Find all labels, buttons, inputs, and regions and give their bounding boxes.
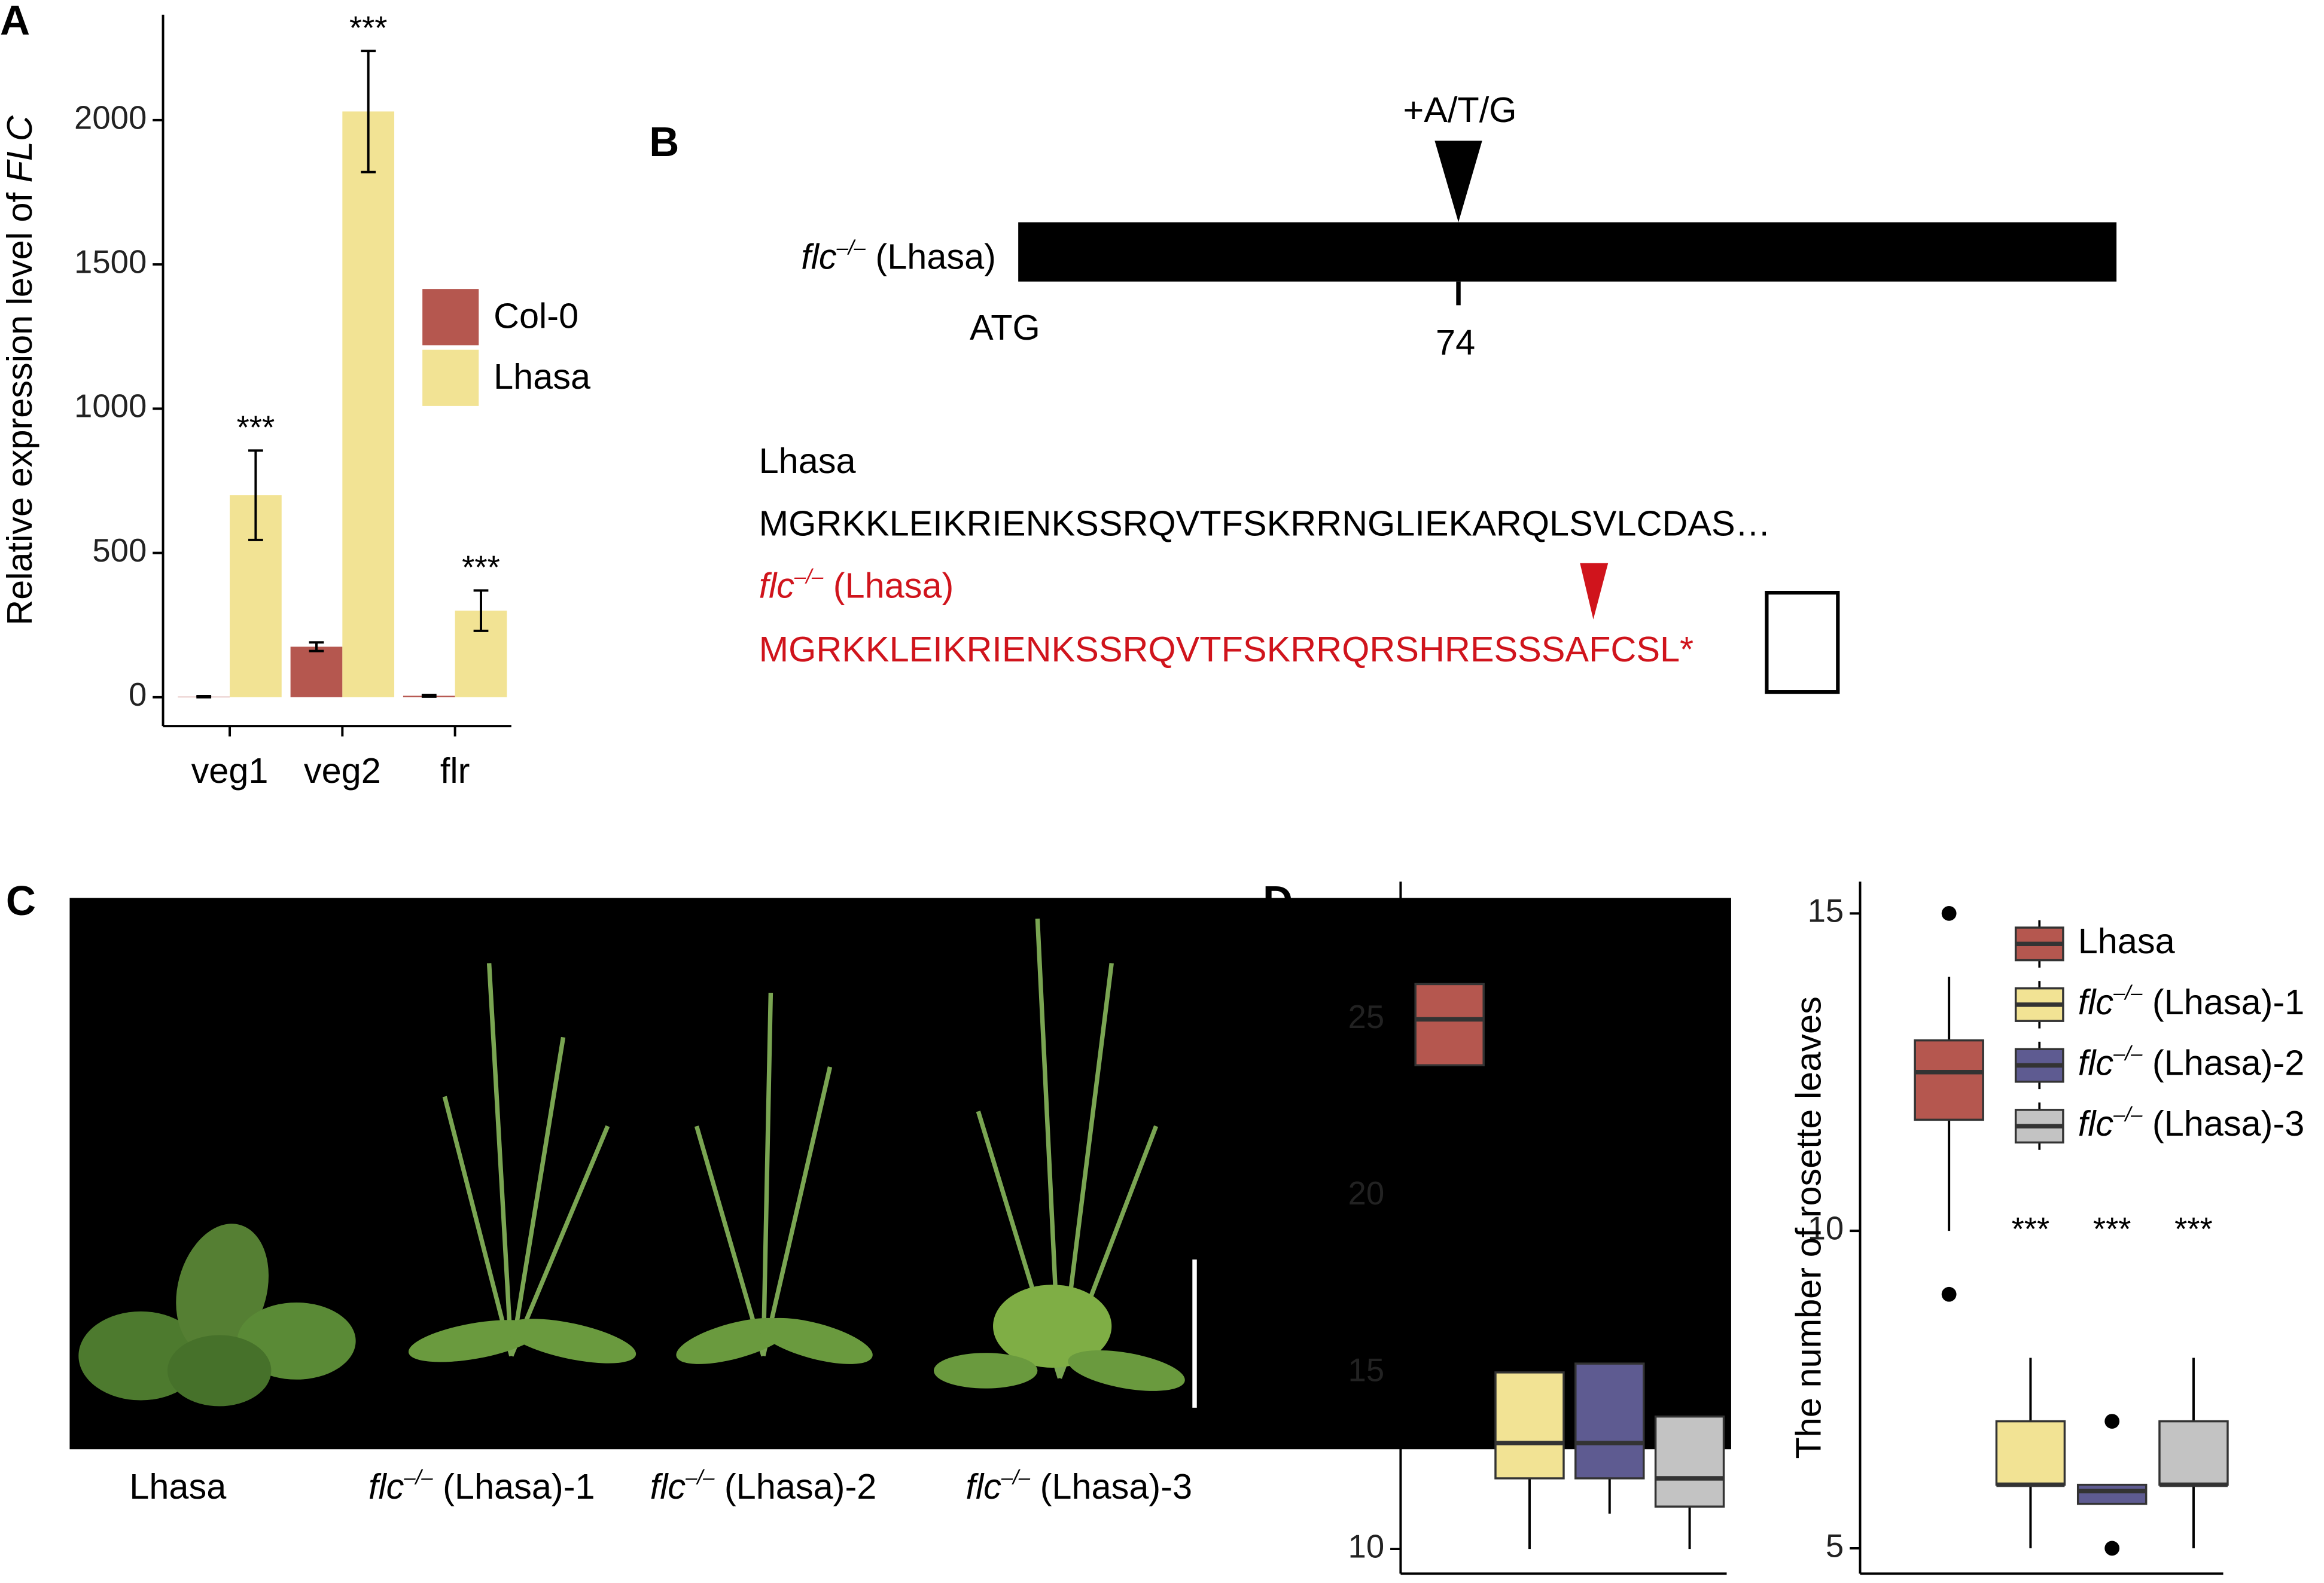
outlier — [1941, 1286, 1957, 1302]
stop-box — [1765, 591, 1840, 694]
legend-swatch — [422, 289, 479, 346]
y-tick-label: 5 — [1826, 1527, 1844, 1564]
y-tick-label: 10 — [1348, 1528, 1385, 1564]
x-tick-label: veg1 — [191, 751, 269, 791]
panel-letter: B — [649, 118, 679, 165]
significance-label: *** — [1671, 1134, 1709, 1170]
legend-label: Col-0 — [494, 295, 578, 335]
box — [1574, 1362, 1645, 1480]
y-axis-label: Relative expression level of FLC — [0, 115, 39, 626]
box — [2076, 1484, 2148, 1505]
photo-label: flc–/– (Lhasa)-2 — [650, 1466, 877, 1506]
y-tick-label: 500 — [92, 532, 147, 569]
legend-label: flc–/– (Lhasa)-1 — [2078, 982, 2305, 1022]
box — [2158, 1420, 2229, 1486]
mutation-arrow — [1580, 563, 1609, 620]
error-bar — [473, 589, 489, 632]
sequence: MGRKKLEIKRIENKSSRQVTFSKRRNGLIEKARQLSVLCD… — [759, 503, 1771, 543]
sequence-label: Lhasa — [759, 441, 857, 481]
box — [1995, 1420, 2066, 1486]
error-bar — [248, 449, 263, 541]
legend-label: Lhasa — [2078, 921, 2176, 961]
significance-label: *** — [1510, 1134, 1549, 1170]
y-tick-label: 25 — [1348, 999, 1385, 1035]
start-label: ATG — [970, 307, 1040, 347]
bar — [290, 646, 343, 697]
insertion-arrow — [1434, 141, 1482, 222]
error-bar — [196, 694, 212, 699]
photo-label: Lhasa — [129, 1466, 227, 1506]
significance-label: *** — [237, 409, 275, 446]
y-axis-label: The number of rosette leaves — [1788, 996, 1828, 1459]
box — [1494, 1371, 1565, 1480]
legend-swatch — [422, 349, 479, 406]
significance-label: *** — [349, 10, 388, 46]
position-label: 74 — [1436, 322, 1475, 362]
significance-label: *** — [1591, 1134, 1629, 1170]
insertion-label: +A/T/G — [1403, 90, 1517, 130]
significance-label: *** — [2174, 1210, 2213, 1247]
panel-letter: C — [6, 877, 36, 924]
gene-bar — [1018, 222, 2117, 282]
y-tick-label: 2000 — [74, 99, 147, 136]
y-tick-label: 10 — [1808, 1210, 1844, 1247]
y-tick-label: 20 — [1348, 1175, 1385, 1212]
y-axis-label: Flowering time (days) — [1274, 1058, 1314, 1398]
legend-label: flc–/– (Lhasa)-2 — [2078, 1042, 2305, 1082]
bar — [342, 111, 395, 697]
y-tick-label: 1000 — [74, 388, 147, 425]
y-tick-label: 15 — [1348, 1352, 1385, 1388]
construct-label: flc–/– (Lhasa) — [801, 236, 996, 276]
y-tick-label: 1500 — [74, 244, 147, 280]
significance-label: *** — [2012, 1210, 2050, 1247]
sequence-label: flc–/– (Lhasa) — [759, 565, 954, 605]
y-tick-label: 15 — [1808, 893, 1844, 929]
significance-label: *** — [462, 549, 500, 585]
sequence: MGRKKLEIKRIENKSSRQVTFSKRRQRSHRESSSAFCSL* — [759, 629, 1694, 669]
photo-label: flc–/– (Lhasa)-3 — [965, 1466, 1192, 1506]
error-bar — [361, 50, 376, 173]
outlier — [2104, 1541, 2120, 1556]
x-tick-label: flr — [440, 751, 470, 791]
legend-label: flc–/– (Lhasa)-3 — [2078, 1103, 2305, 1143]
outlier — [2104, 1414, 2120, 1429]
y-axis-label-italic: FLC — [0, 115, 39, 182]
box — [1654, 1415, 1725, 1508]
outlier — [1522, 1188, 1537, 1204]
x-tick-label: veg2 — [304, 751, 381, 791]
photo-label: flc–/– (Lhasa)-1 — [368, 1466, 595, 1506]
error-bar — [421, 694, 437, 698]
error-bar — [309, 641, 324, 652]
panel-letter: A — [0, 0, 30, 44]
legend-label: Lhasa — [494, 356, 591, 396]
box — [1414, 983, 1485, 1066]
y-tick-label: 0 — [129, 676, 147, 713]
significance-label: *** — [2093, 1210, 2131, 1247]
plant-drawings — [78, 919, 1185, 1407]
outlier — [1941, 905, 1957, 921]
box — [1914, 1039, 1984, 1121]
